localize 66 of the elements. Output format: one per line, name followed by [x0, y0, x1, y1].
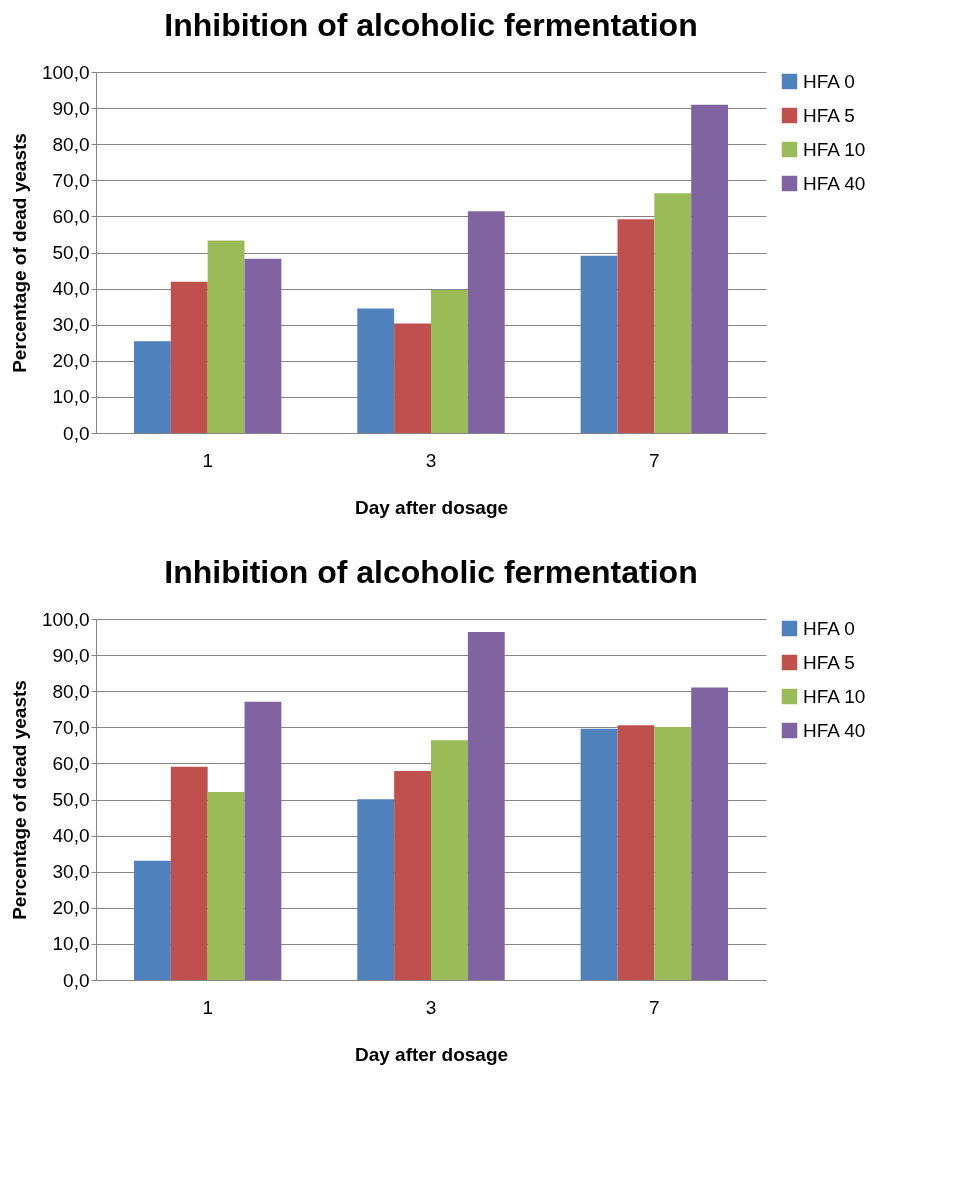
legend-label: HFA 5	[803, 104, 855, 126]
bar	[170, 766, 208, 980]
bar	[170, 281, 208, 433]
bar	[617, 219, 655, 433]
x-tick-label: 3	[425, 449, 437, 471]
y-tick-label: 10,0	[52, 933, 90, 955]
bar	[691, 104, 729, 433]
x-tick-label: 7	[649, 996, 660, 1018]
bar	[207, 240, 245, 433]
bar	[244, 258, 282, 433]
y-tick-label: 0,0	[63, 969, 90, 991]
bar	[394, 323, 431, 433]
y-tick-label: 50,0	[52, 242, 90, 263]
y-tick-label: 100,0	[41, 61, 90, 83]
bar	[207, 791, 245, 980]
bar	[467, 211, 505, 433]
bar	[357, 799, 395, 980]
y-tick-label: 70,0	[52, 716, 90, 738]
x-axis-title: Day after dosage	[354, 1043, 509, 1065]
y-tick-label: 10,0	[52, 386, 90, 408]
bar	[654, 726, 692, 980]
bar	[431, 740, 468, 980]
y-tick-label: 90,0	[52, 644, 90, 666]
legend-label: HFA 40	[803, 719, 866, 741]
y-tick-label: 40,0	[52, 278, 90, 300]
bar	[244, 701, 282, 980]
y-tick-label: 30,0	[52, 314, 90, 336]
y-tick-label: 50,0	[52, 789, 90, 810]
bar	[133, 341, 171, 433]
y-tick-label: 80,0	[52, 680, 90, 702]
bar	[467, 632, 505, 980]
y-tick-label: 0,0	[63, 422, 90, 444]
x-axis-title: Day after dosage	[354, 496, 509, 518]
bar	[357, 308, 395, 433]
legend-label: HFA 10	[803, 138, 866, 160]
bar	[580, 728, 618, 980]
legend-label: HFA 0	[803, 70, 855, 92]
y-tick-label: 60,0	[52, 752, 90, 774]
y-tick-label: 100,0	[41, 608, 90, 630]
chart-title: Inhibition of alcoholic fermentation	[164, 7, 698, 43]
bar	[133, 860, 171, 980]
y-tick-label: 20,0	[52, 897, 90, 919]
legend-label: HFA 10	[803, 685, 866, 707]
x-tick-label: 7	[649, 449, 660, 471]
legend-label: HFA 0	[803, 617, 855, 639]
legend-label: HFA 40	[803, 172, 866, 194]
y-tick-label: 30,0	[52, 861, 90, 883]
x-tick-label: 3	[425, 996, 437, 1018]
bar	[654, 193, 692, 433]
y-axis-title: Percentage of dead yeasts	[8, 133, 30, 373]
bar	[431, 290, 468, 433]
x-tick-label: 1	[202, 996, 213, 1018]
y-axis-title: Percentage of dead yeasts	[8, 680, 30, 920]
chart-title: Inhibition of alcoholic fermentation	[164, 554, 698, 590]
legend-label: HFA 5	[803, 651, 855, 673]
y-tick-label: 60,0	[52, 205, 90, 227]
bar	[691, 687, 729, 980]
x-tick-label: 1	[202, 449, 213, 471]
bar	[394, 770, 431, 980]
bar	[580, 255, 618, 433]
y-tick-label: 40,0	[52, 825, 90, 847]
y-tick-label: 70,0	[52, 169, 90, 191]
y-tick-label: 20,0	[52, 350, 90, 372]
bar	[617, 725, 655, 980]
y-tick-label: 80,0	[52, 133, 90, 155]
y-tick-label: 90,0	[52, 97, 90, 119]
